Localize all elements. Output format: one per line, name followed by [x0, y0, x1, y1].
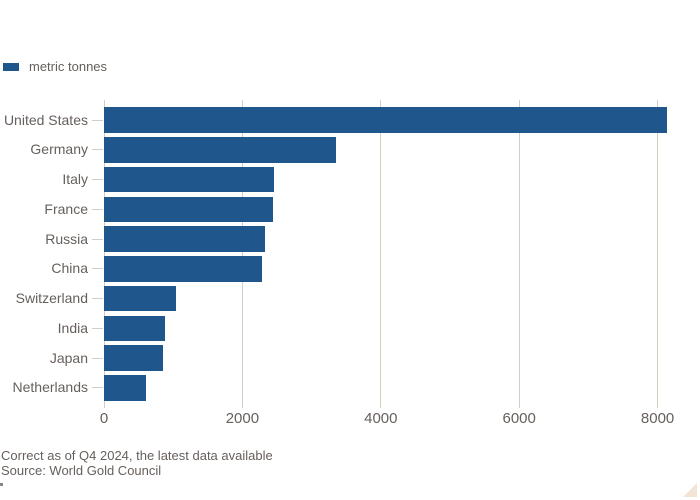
crop-artifact-mark: [0, 483, 3, 486]
category-tick-india: [92, 327, 103, 329]
source: Source: World Gold Council: [1, 463, 162, 478]
bar-italy: [104, 166, 274, 193]
y-axis-line: [103, 99, 105, 408]
legend-label: metric tonnes: [29, 59, 108, 74]
category-label-netherlands: Netherlands: [12, 379, 89, 396]
x-tick-label-0: 0: [99, 409, 109, 427]
bar-india: [104, 315, 165, 341]
footnote: Correct as of Q4 2024, the latest data a…: [1, 448, 273, 463]
category-tick-switzerland: [92, 298, 103, 299]
category-tick-germany: [92, 149, 103, 151]
category-tick-france: [92, 208, 103, 210]
bar-germany: [104, 137, 336, 163]
category-label-france: France: [44, 200, 88, 217]
gridline-2000: [241, 99, 243, 408]
bar-china: [104, 256, 262, 282]
category-label-china: China: [51, 260, 88, 277]
category-label-italy: Italy: [62, 171, 88, 187]
gridline-4000: [380, 99, 382, 408]
category-label-japan: Japan: [49, 349, 88, 366]
x-tick-label-4000: 4000: [364, 409, 398, 427]
bar-japan: [104, 345, 163, 371]
x-tick-label-6000: 6000: [502, 409, 536, 427]
category-label-switzerland: Switzerland: [15, 290, 88, 306]
bar-netherlands: [104, 375, 147, 401]
bar-france: [104, 196, 273, 222]
category-label-united-states: United States: [3, 111, 88, 128]
bar-switzerland: [104, 285, 176, 312]
category-tick-japan: [92, 357, 103, 359]
legend: metric tonnes: [3, 60, 107, 74]
category-tick-netherlands: [92, 387, 103, 389]
category-label-germany: Germany: [30, 141, 88, 158]
bar-russia: [104, 226, 266, 252]
gridline-6000: [518, 99, 520, 408]
x-tick-label-8000: 8000: [640, 409, 675, 427]
gridline-8000: [657, 99, 659, 408]
legend-swatch: [3, 63, 19, 71]
category-tick-italy: [92, 179, 103, 180]
category-tick-united-states: [92, 119, 103, 121]
category-tick-china: [92, 268, 103, 270]
category-label-india: India: [57, 319, 88, 336]
x-tick-label-2000: 2000: [225, 409, 260, 427]
category-label-russia: Russia: [45, 230, 88, 247]
category-tick-russia: [92, 238, 103, 240]
bar-united-states: [104, 107, 667, 133]
